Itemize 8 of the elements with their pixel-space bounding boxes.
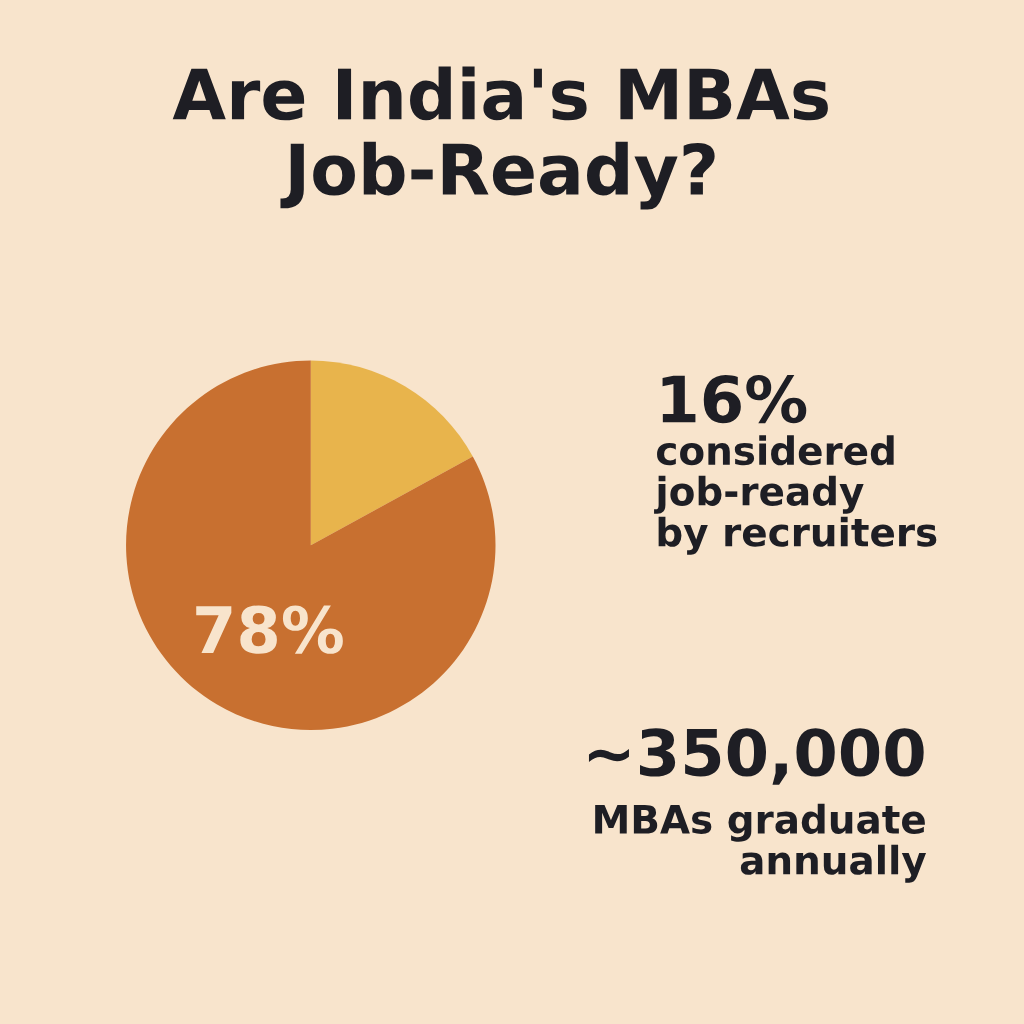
chart-title: Are India's MBAs Job-Ready? bbox=[172, 66, 828, 210]
data-label: 78% bbox=[196, 605, 343, 654]
text: considered job-ready by recruiters bbox=[654, 435, 937, 555]
text: MBAs graduate annually bbox=[595, 803, 927, 883]
text: ~350,000 bbox=[588, 728, 924, 785]
pie-slice bbox=[126, 360, 496, 730]
pie-slice bbox=[310, 360, 473, 546]
text: 16% bbox=[662, 374, 807, 424]
